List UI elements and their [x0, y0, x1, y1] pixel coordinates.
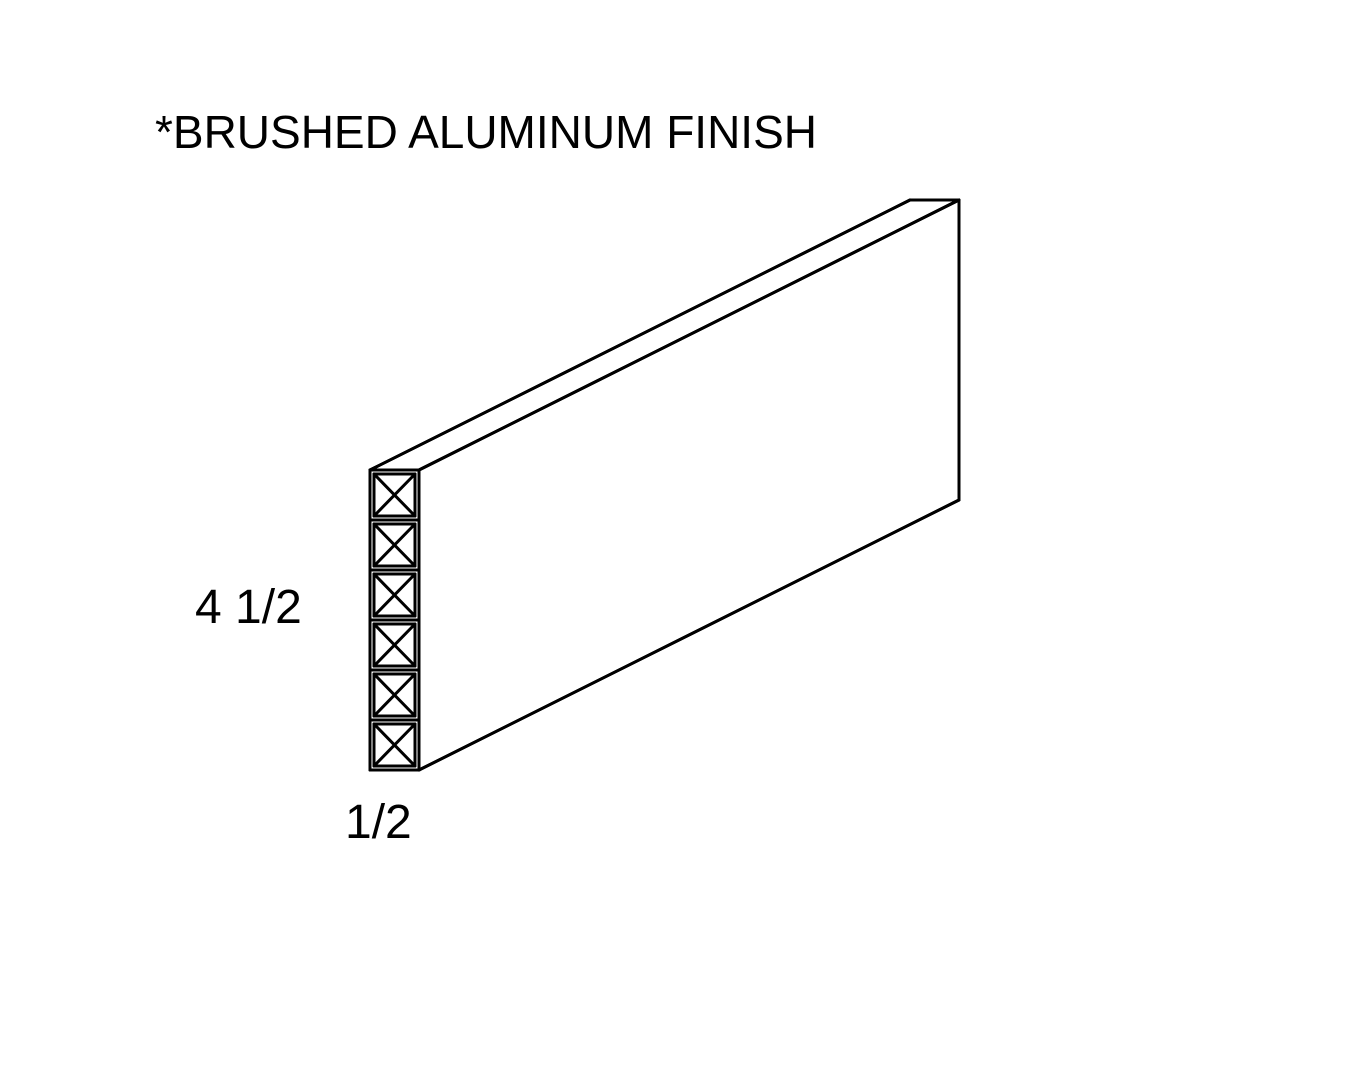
profile-drawing — [0, 0, 1364, 1072]
